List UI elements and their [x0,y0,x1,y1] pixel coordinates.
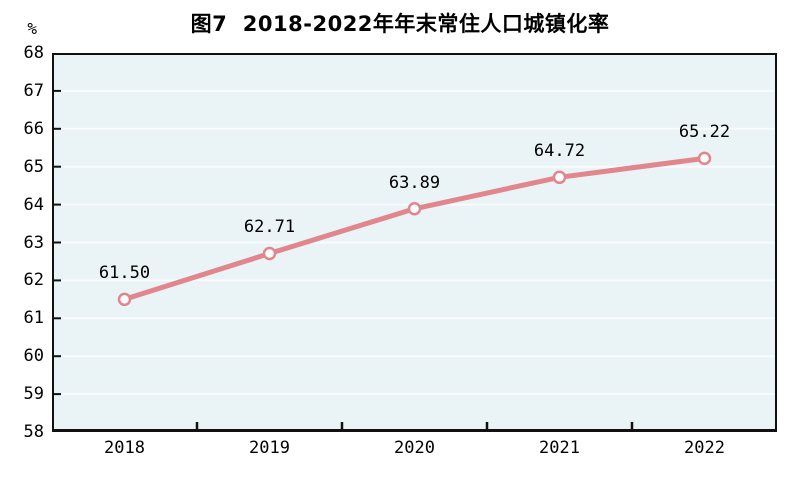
y-tick-label: 59 [23,384,44,405]
data-point-marker [262,246,277,261]
x-tick-label: 2022 [684,438,725,458]
data-label: 62.71 [243,217,296,238]
y-tick-label: 68 [23,43,44,63]
data-label: 63.89 [388,172,441,193]
y-tick-label: 62 [23,270,44,291]
y-tick-label: 65 [23,156,44,177]
x-tick-label: 2018 [104,438,145,458]
x-tick-label: 2020 [394,438,435,458]
y-tick-label: 67 [23,80,44,101]
y-tick-label: 66 [23,118,44,139]
data-point-marker [407,202,422,216]
data-point-marker [552,170,567,185]
data-label: 61.50 [98,263,151,284]
y-tick-label: 60 [23,346,44,367]
x-tick-label: 2019 [249,438,290,458]
data-point-marker [117,292,132,307]
plot-area [52,53,777,432]
y-tick-label: 64 [23,194,44,215]
y-tick-label: 61 [23,308,44,329]
y-tick-label: 58 [23,422,44,442]
data-label: 64.72 [533,141,586,162]
y-axis-unit-label: % [27,19,37,38]
chart-title: 图7 2018-2022年年末常住人口城镇化率 [190,12,610,36]
y-tick-label: 63 [23,232,44,253]
data-label: 65.22 [678,122,731,143]
data-point-marker [697,151,712,166]
x-tick-label: 2021 [539,438,580,458]
